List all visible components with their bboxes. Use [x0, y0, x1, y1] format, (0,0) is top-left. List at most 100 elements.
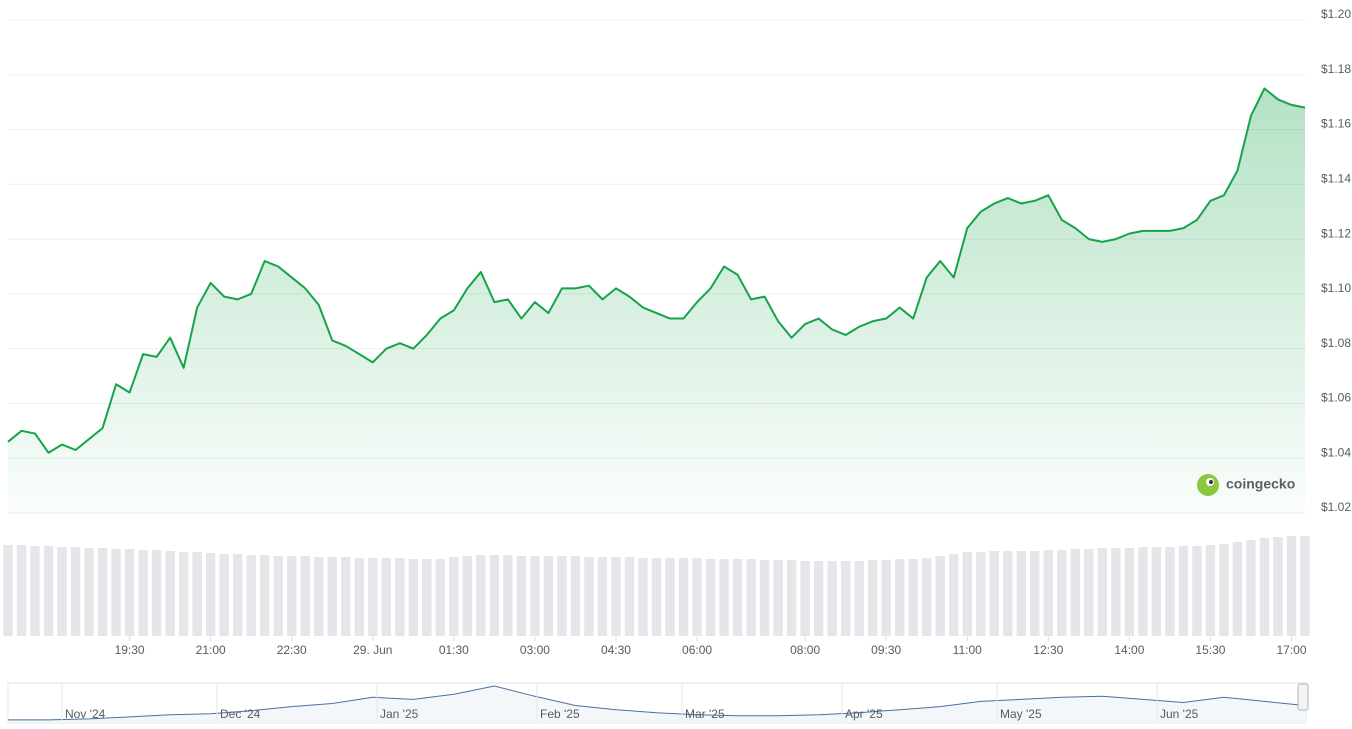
volume-bar	[489, 555, 500, 636]
volume-bar	[503, 555, 513, 636]
volume-bar	[557, 556, 567, 636]
volume-bar	[935, 556, 945, 636]
volume-bar	[624, 557, 635, 636]
navigator-label: Feb '25	[540, 707, 580, 721]
plot	[7, 87, 1306, 513]
volume-bar	[543, 556, 554, 636]
y-tick-label: $1.06	[1321, 391, 1351, 405]
volume-bar	[43, 546, 54, 636]
volume-bar	[30, 546, 40, 636]
volume-bar	[1192, 546, 1202, 636]
volume-bar	[1232, 542, 1243, 636]
navigator-label: Jun '25	[1160, 707, 1199, 721]
y-tick-label: $1.18	[1321, 62, 1351, 76]
volume-bar	[1138, 547, 1148, 636]
volume-bar	[3, 545, 13, 636]
volume-bar	[962, 552, 972, 636]
volume-bar	[1084, 549, 1094, 636]
volume-bar	[827, 561, 837, 636]
volume-bar	[651, 558, 662, 636]
volume-bar	[381, 558, 391, 636]
volume-bar	[165, 551, 175, 636]
volume-bar	[1273, 537, 1283, 636]
x-tick-label: 14:00	[1114, 643, 1144, 657]
volume-bar	[976, 552, 986, 636]
volume-bar	[246, 555, 256, 636]
volume-bar	[70, 547, 81, 636]
volume-bar	[800, 561, 810, 636]
volume-bar	[813, 561, 824, 636]
x-tick-label: 03:00	[520, 643, 550, 657]
x-tick-label: 08:00	[790, 643, 820, 657]
volume-bar	[584, 557, 594, 636]
y-tick-label: $1.04	[1321, 445, 1351, 459]
volume-bar	[759, 560, 770, 636]
volume-bar	[111, 549, 121, 636]
volume-bar	[881, 560, 891, 636]
x-tick-label: 19:30	[115, 643, 145, 657]
volume-bar	[895, 559, 905, 636]
x-tick-label: 09:30	[871, 643, 901, 657]
navigator: Nov '24 Dec '24 Jan '25 Feb '25 Mar '25 Apr '…	[8, 684, 1306, 722]
volume-bar	[1057, 550, 1067, 636]
price-area	[8, 88, 1305, 513]
volume-bar	[840, 561, 851, 636]
y-tick-label: $1.14	[1321, 172, 1351, 186]
volume-bar	[16, 545, 27, 636]
volume-bar	[395, 558, 405, 636]
x-tick-label: 06:00	[682, 643, 712, 657]
volume-bar	[922, 558, 932, 636]
volume-bar	[97, 548, 108, 636]
volume-bar	[57, 547, 67, 636]
volume-bar	[1286, 536, 1297, 636]
volume-bar	[611, 557, 621, 636]
grid: $1.02 $1.04 $1.06 $1.08 $1.10 $1.12 $1.14 $1.16…	[8, 7, 1351, 657]
volume-bar	[260, 555, 270, 636]
volume-bar	[1003, 551, 1013, 636]
volume-bar	[422, 559, 432, 636]
volume-bar	[232, 554, 243, 636]
volume-bar	[327, 557, 337, 636]
volume-bar	[570, 556, 581, 636]
volume-bar	[124, 549, 135, 636]
x-tick-label: 01:30	[439, 643, 469, 657]
volume-bar	[178, 552, 189, 636]
y-tick-label: $1.02	[1321, 500, 1351, 514]
volume-bar	[678, 558, 689, 636]
volume-bar	[516, 556, 527, 636]
volume-bar	[786, 560, 797, 636]
volume-bar	[1178, 546, 1189, 636]
volume-bar	[732, 559, 743, 636]
volume-bar	[1043, 550, 1053, 636]
volume-bar	[1219, 544, 1229, 636]
x-tick-label: 04:30	[601, 643, 631, 657]
volume-bar	[354, 558, 364, 636]
volume-bar	[949, 554, 959, 636]
volume-bar	[638, 558, 648, 636]
volume-bar	[219, 554, 229, 636]
volume-bar	[138, 550, 148, 636]
volume-bar	[476, 555, 486, 636]
volume-bar	[273, 556, 283, 636]
x-tick-label: 22:30	[277, 643, 307, 657]
x-tick-label: 29. Jun	[353, 643, 392, 657]
volume-bar	[462, 556, 473, 636]
navigator-handle[interactable]	[1297, 683, 1309, 711]
volume-bar	[1016, 551, 1026, 636]
y-tick-label: $1.20	[1321, 7, 1351, 21]
volume-bar	[1246, 540, 1256, 636]
volume-bar	[1165, 547, 1175, 636]
volume-bar	[314, 557, 324, 636]
navigator-area	[8, 686, 1305, 722]
navigator-label: May '25	[1000, 707, 1042, 721]
navigator-label: Dec '24	[220, 707, 261, 721]
volume-bar	[449, 557, 459, 636]
volume-bar	[1030, 551, 1040, 636]
x-tick-label: 12:30	[1033, 643, 1063, 657]
volume-bar	[151, 550, 162, 636]
volume-bars	[3, 536, 1310, 636]
y-tick-label: $1.12	[1321, 226, 1351, 240]
volume-bar	[705, 559, 716, 636]
x-tick-label: 17:00	[1276, 643, 1306, 657]
